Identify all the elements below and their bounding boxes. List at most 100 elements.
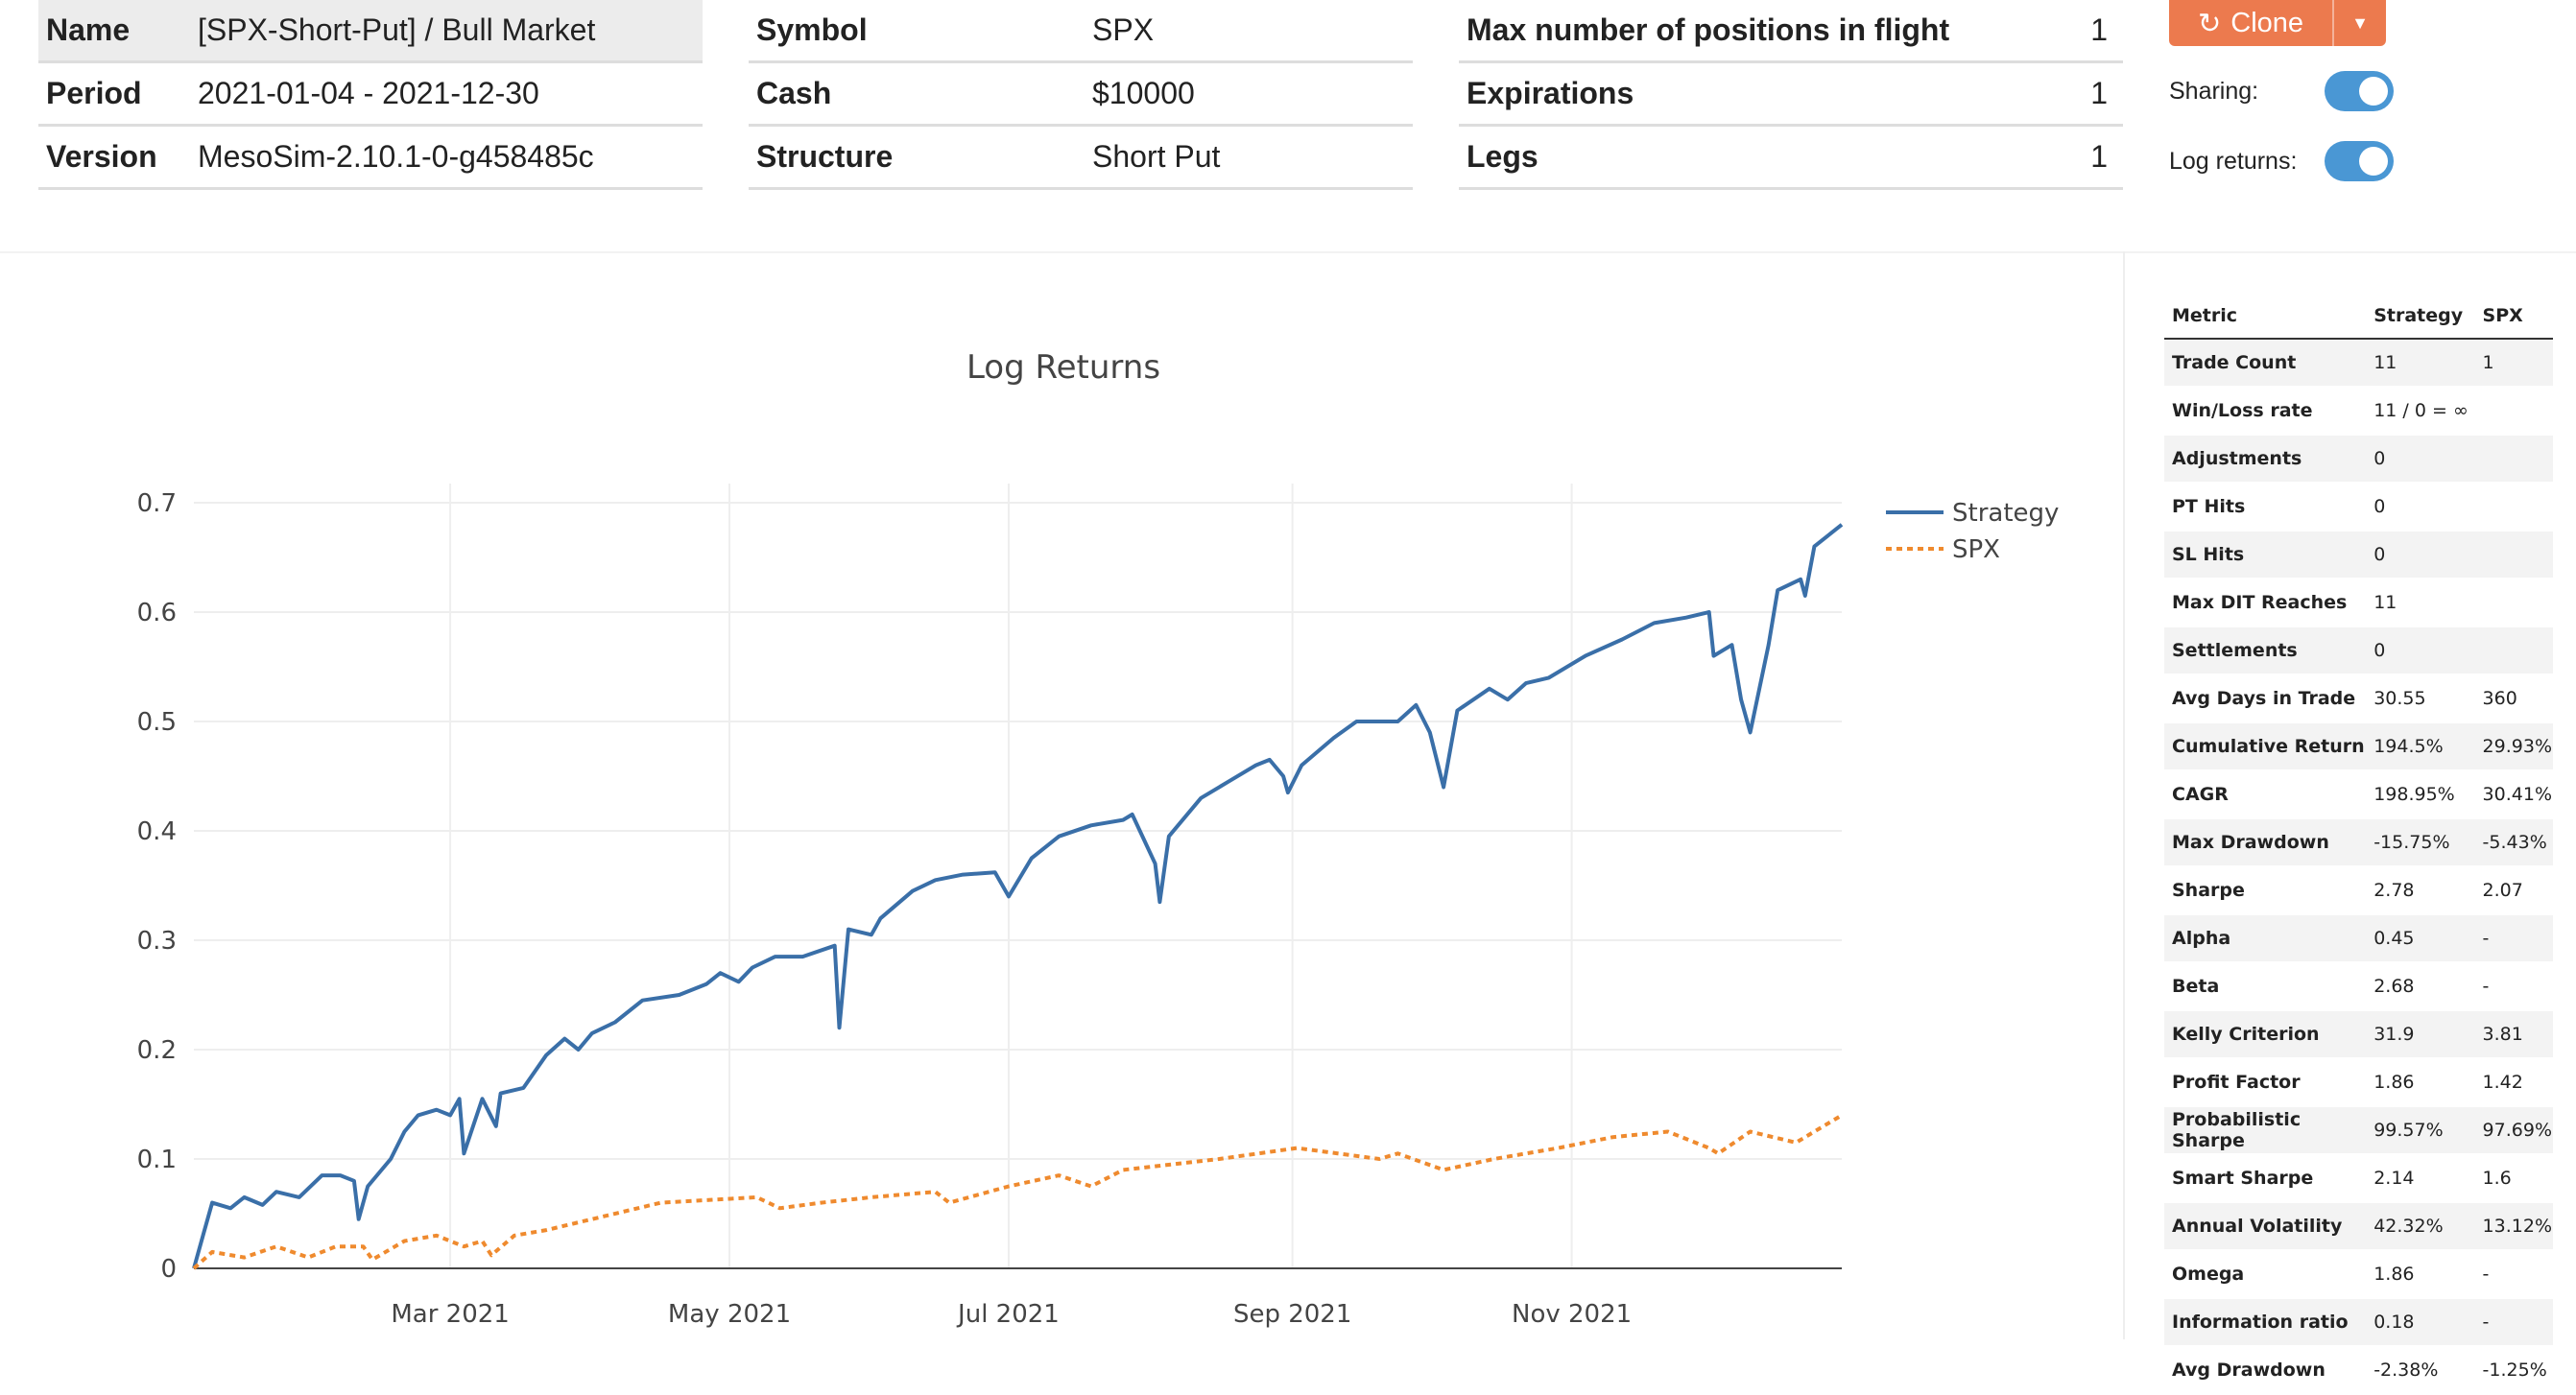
info-row-cash: Cash $10000: [749, 63, 1413, 127]
table-row: Annual Volatility 42.32% 13.12%: [2164, 1202, 2553, 1251]
strategy-value: 194.5%: [2366, 722, 2475, 771]
metric-name: Trade Count: [2164, 339, 2367, 388]
clone-label: Clone: [2230, 7, 2304, 38]
info-value: $10000: [1092, 76, 1195, 110]
table-row: Kelly Criterion 31.9 3.81: [2164, 1010, 2553, 1059]
strategy-value: 0: [2366, 627, 2475, 675]
chart-title: Log Returns: [966, 348, 1160, 387]
x-tick-label: Sep 2021: [1233, 1300, 1351, 1329]
divider: [2123, 251, 2125, 1339]
strategy-value: 2.14: [2366, 1154, 2475, 1203]
info-row-legs: Legs 1: [1459, 127, 2123, 190]
spx-value: -: [2474, 914, 2553, 963]
spx-value: [2474, 483, 2553, 532]
spx-value: 1.42: [2474, 1058, 2553, 1107]
clone-dropdown-button[interactable]: ▼: [2334, 0, 2386, 46]
clone-button-group: ↻ Clone ▼: [2169, 0, 2386, 46]
strategy-value: 42.32%: [2366, 1202, 2475, 1251]
spx-value: 360: [2474, 674, 2553, 723]
metric-name: Avg Drawdown: [2164, 1346, 2367, 1395]
table-row: Adjustments 0: [2164, 435, 2553, 484]
metrics-table: Metric Strategy SPX Trade Count 11 1 Win/Lo…: [2164, 294, 2553, 1395]
table-row: Avg Drawdown -2.38% -1.25%: [2164, 1346, 2553, 1395]
spx-value: 29.93%: [2474, 722, 2553, 771]
metric-name: Max DIT Reaches: [2164, 579, 2367, 627]
table-row: Probabilistic Sharpe 99.57% 97.69%: [2164, 1106, 2553, 1155]
info-value: 1: [2090, 76, 2108, 110]
info-column-instrument: Symbol SPX Cash $10000 Structure Short Put: [749, 0, 1413, 190]
x-tick-label: May 2021: [668, 1300, 791, 1329]
strategy-value: -15.75%: [2366, 818, 2475, 867]
info-label: Structure: [756, 139, 894, 174]
info-row-expirations: Expirations 1: [1459, 63, 2123, 127]
caret-down-icon: ▼: [2351, 12, 2369, 33]
strategy-value: -2.38%: [2366, 1346, 2475, 1395]
metric-name: Adjustments: [2164, 435, 2367, 484]
spx-value: 13.12%: [2474, 1202, 2553, 1251]
metric-name: SL Hits: [2164, 531, 2367, 579]
y-tick-label: 0.6: [137, 599, 177, 627]
metric-name: Profit Factor: [2164, 1058, 2367, 1107]
info-value: 1: [2090, 12, 2108, 47]
x-tick-label: Mar 2021: [391, 1300, 510, 1329]
metric-name: CAGR: [2164, 770, 2367, 819]
table-row: Max Drawdown -15.75% -5.43%: [2164, 818, 2553, 867]
spx-value: 1.6: [2474, 1154, 2553, 1203]
table-row: Omega 1.86-: [2164, 1250, 2553, 1299]
y-tick-label: 0.3: [137, 927, 177, 956]
y-tick-label: 0.4: [137, 817, 177, 846]
spx-value: [2474, 435, 2553, 484]
metric-name: Omega: [2164, 1250, 2367, 1299]
metric-name: Alpha: [2164, 914, 2367, 963]
spx-value: -5.43%: [2474, 818, 2553, 867]
info-row-symbol: Symbol SPX: [749, 0, 1413, 63]
info-column-general: Name [SPX-Short-Put] / Bull Market Period…: [38, 0, 703, 190]
info-row-max-positions: Max number of positions in flight 1: [1459, 0, 2123, 63]
strategy-value: 11: [2366, 579, 2475, 627]
info-label: Name: [46, 12, 131, 47]
sharing-label: Sharing:: [2169, 77, 2259, 105]
strategy-value: 2.68: [2366, 962, 2475, 1011]
info-value: 1: [2090, 139, 2108, 174]
table-row: Max DIT Reaches 11: [2164, 579, 2553, 627]
spx-value: 97.69%: [2474, 1106, 2553, 1155]
metric-name: Beta: [2164, 962, 2367, 1011]
table-row: Profit Factor 1.86 1.42: [2164, 1058, 2553, 1107]
info-label: Version: [46, 139, 157, 174]
strategy-value: 30.55: [2366, 674, 2475, 723]
spx-value: 2.07: [2474, 866, 2553, 915]
metric-name: Sharpe: [2164, 866, 2367, 915]
info-value: MesoSim-2.10.1-0-g458485c: [198, 139, 594, 174]
y-tick-label: 0: [160, 1255, 177, 1284]
strategy-value: 11: [2366, 339, 2475, 388]
metric-name: PT Hits: [2164, 483, 2367, 532]
log-returns-toggle[interactable]: [2325, 141, 2394, 181]
strategy-value: 2.78: [2366, 866, 2475, 915]
legend-strategy-label[interactable]: Strategy: [1952, 499, 2059, 528]
info-value: [SPX-Short-Put] / Bull Market: [198, 12, 596, 47]
metric-name: Smart Sharpe: [2164, 1154, 2367, 1203]
metric-name: Settlements: [2164, 627, 2367, 675]
log-returns-toggle-row: Log returns:: [2169, 141, 2394, 181]
info-row-name: Name [SPX-Short-Put] / Bull Market: [38, 0, 703, 63]
y-tick-label: 0.5: [137, 708, 177, 737]
spx-value: [2474, 579, 2553, 627]
spx-value: [2474, 531, 2553, 579]
sharing-toggle[interactable]: [2325, 71, 2394, 111]
y-tick-label: 0.7: [137, 489, 177, 518]
y-tick-label: 0.2: [137, 1036, 177, 1065]
strategy-value: 11 / 0 = ∞: [2366, 387, 2475, 436]
spx-value: -1.25%: [2474, 1346, 2553, 1395]
spx-value: 3.81: [2474, 1010, 2553, 1059]
table-row: Cumulative Return 194.5% 29.93%: [2164, 722, 2553, 771]
info-column-positions: Max number of positions in flight 1 Expir…: [1459, 0, 2123, 190]
info-label: Period: [46, 76, 142, 110]
legend-spx-label[interactable]: SPX: [1952, 535, 2000, 564]
spx-value: 1: [2474, 339, 2553, 388]
spx-value: -: [2474, 962, 2553, 1011]
clone-button[interactable]: ↻ Clone: [2169, 0, 2334, 46]
info-label: Max number of positions in flight: [1467, 12, 1950, 47]
table-row: Smart Sharpe 2.14 1.6: [2164, 1154, 2553, 1203]
table-row: Sharpe 2.78 2.07: [2164, 866, 2553, 915]
refresh-icon: ↻: [2197, 8, 2222, 39]
